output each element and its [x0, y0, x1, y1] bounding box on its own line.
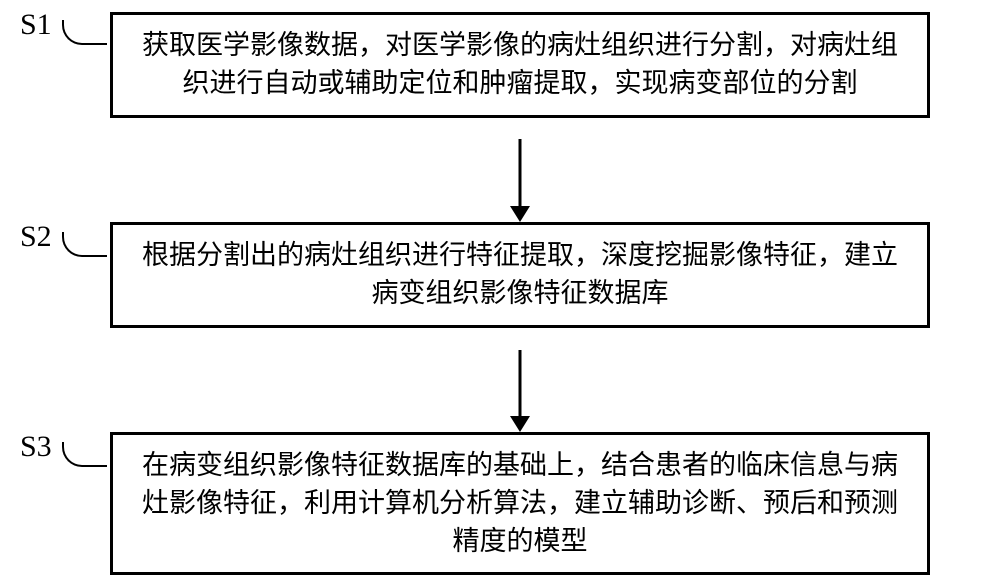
step-box-s2: 根据分割出的病灶组织进行特征提取，深度挖掘影像特征，建立病变组织影像特征数据库 — [110, 222, 930, 328]
label-connector-s1 — [62, 20, 107, 45]
step-box-s1: 获取医学影像数据，对医学影像的病灶组织进行分割，对病灶组织进行自动或辅助定位和肿… — [110, 12, 930, 118]
step-label-s3: S3 — [20, 430, 52, 464]
step-label-s1: S1 — [20, 8, 52, 42]
label-connector-s3 — [62, 442, 107, 467]
step-text-s2: 根据分割出的病灶组织进行特征提取，深度挖掘影像特征，建立病变组织影像特征数据库 — [142, 240, 898, 308]
step-text-s1: 获取医学影像数据，对医学影像的病灶组织进行分割，对病灶组织进行自动或辅助定位和肿… — [142, 30, 898, 98]
label-connector-s2 — [62, 232, 107, 257]
step-text-s3: 在病变组织影像特征数据库的基础上，结合患者的临床信息与病灶影像特征，利用计算机分… — [142, 450, 898, 556]
step-box-s3: 在病变组织影像特征数据库的基础上，结合患者的临床信息与病灶影像特征，利用计算机分… — [110, 432, 930, 575]
arrow-line-2 — [519, 350, 522, 418]
arrow-line-1 — [519, 139, 522, 207]
step-label-s2: S2 — [20, 220, 52, 254]
arrow-head-1 — [510, 206, 530, 222]
arrow-head-2 — [510, 416, 530, 432]
